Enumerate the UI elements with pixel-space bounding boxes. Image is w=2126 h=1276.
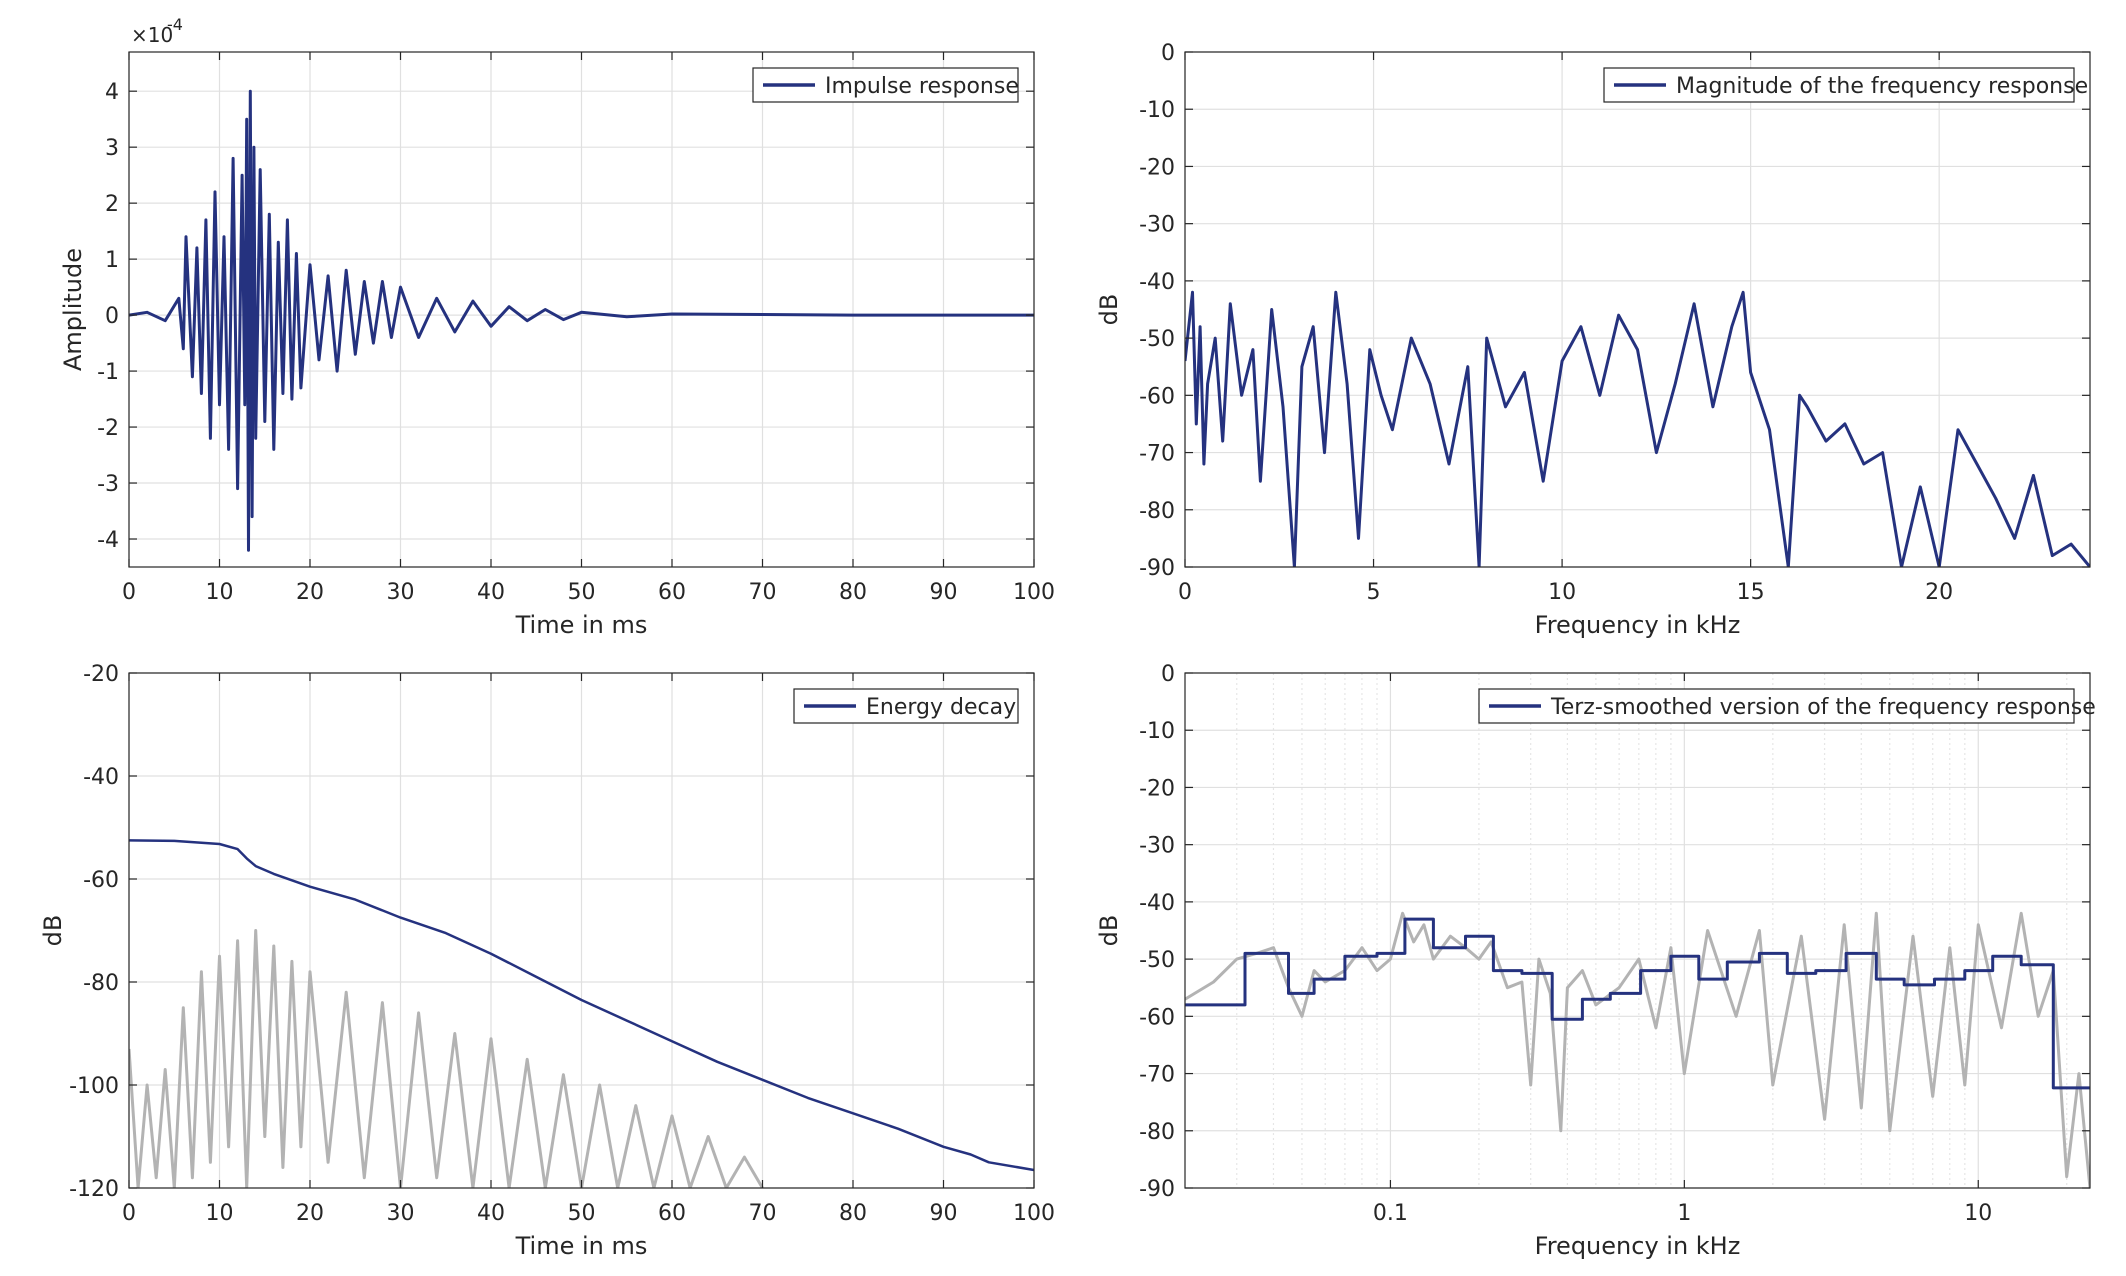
terz-xtick-label: 1 (1677, 1201, 1691, 1226)
impulse-series-line (129, 89, 1034, 552)
magnitude-ytick-label: 0 (1161, 41, 1175, 66)
impulse-ytick-label: -2 (97, 416, 119, 441)
magnitude-ytick-label: -10 (1139, 98, 1175, 123)
terz-legend-label: Terz-smoothed version of the frequency r… (1550, 695, 2096, 720)
decay-xtick-label: 80 (839, 1201, 867, 1226)
impulse-yaxis-label: Amplitude (59, 248, 87, 371)
terz-xtick-label: 10 (1964, 1201, 1992, 1226)
impulse-xtick-label: 60 (658, 580, 686, 605)
decay-ytick-label: -40 (83, 765, 119, 790)
magnitude-legend-label: Magnitude of the frequency response (1676, 74, 2088, 99)
magnitude-xtick-label: 15 (1737, 580, 1765, 605)
impulse-ytick-label: 1 (105, 248, 119, 273)
magnitude-axes-box (1184, 51, 2091, 568)
magnitude-xaxis-label: Frequency in kHz (1535, 611, 1741, 639)
magnitude-plot-area (1185, 52, 2090, 567)
terz-ytick-label: -90 (1139, 1177, 1175, 1202)
terz-series-line (1185, 917, 2090, 1090)
magnitude-xtick-label: 10 (1548, 580, 1576, 605)
decay-xtick-label: 10 (206, 1201, 234, 1226)
impulse-ytick-label: 0 (105, 304, 119, 329)
decay-ytick-label: -60 (83, 868, 119, 893)
terz-yaxis-label: dB (1095, 915, 1123, 947)
magnitude-ytick-label: -20 (1139, 155, 1175, 180)
decay-xtick-label: 40 (477, 1201, 505, 1226)
terz-plot-area (1185, 673, 2090, 1188)
terz-ytick-label: -20 (1139, 776, 1175, 801)
magnitude-ytick-label: -80 (1139, 499, 1175, 524)
impulse-xtick-label: 50 (568, 580, 596, 605)
decay-xtick-label: 100 (1013, 1201, 1055, 1226)
magnitude-ytick-label: -60 (1139, 384, 1175, 409)
terz-axes-box (1184, 672, 2091, 1189)
magnitude-response-chart: 0 5 10 15 20 0 -10 -20 -30 -40 -50 -60 -70 -80 -90 Freq… (1095, 41, 2091, 639)
magnitude-ytick-label: -90 (1139, 556, 1175, 581)
decay-ytick-label: -120 (69, 1177, 119, 1202)
decay-xtick-label: 0 (122, 1201, 136, 1226)
decay-xtick-label: 50 (568, 1201, 596, 1226)
magnitude-xtick-label: 0 (1178, 580, 1192, 605)
terz-ytick-label: -70 (1139, 1063, 1175, 1088)
terz-ytick-label: -10 (1139, 719, 1175, 744)
impulse-xaxis-label: Time in ms (515, 611, 648, 639)
impulse-xtick-label: 70 (749, 580, 777, 605)
decay-xtick-label: 70 (749, 1201, 777, 1226)
impulse-legend-label: Impulse response (825, 74, 1019, 99)
terz-ytick-label: 0 (1161, 662, 1175, 687)
magnitude-legend-box (1603, 67, 2075, 103)
magnitude-xtick-label: 20 (1925, 580, 1953, 605)
magnitude-xtick-label: 5 (1367, 580, 1381, 605)
impulse-xtick-label: 30 (387, 580, 415, 605)
magnitude-ytick-label: -40 (1139, 270, 1175, 295)
terz-ytick-label: -60 (1139, 1005, 1175, 1030)
impulse-xtick-label: 20 (296, 580, 324, 605)
magnitude-yaxis-label: dB (1095, 294, 1123, 326)
energy-decay-chart: 0 10 20 30 40 50 60 70 80 90 100 -20 -40 -60 -80 -100 -1… (39, 662, 1055, 1260)
decay-yaxis-label: dB (39, 915, 67, 947)
decay-ytick-label: -20 (83, 662, 119, 687)
impulse-ytick-label: 3 (105, 136, 119, 161)
terz-xtick-label: 0.1 (1373, 1201, 1408, 1226)
magnitude-ytick-label: -50 (1139, 327, 1175, 352)
terz-legend-box (1478, 688, 2075, 724)
terz-raw-series-line (1185, 911, 2090, 1188)
terz-ytick-label: -80 (1139, 1120, 1175, 1145)
impulse-ytick-label: 4 (105, 80, 119, 105)
decay-series-line (129, 839, 1034, 1172)
terz-xaxis-label: Frequency in kHz (1535, 1232, 1741, 1260)
impulse-ytick-label: -4 (97, 528, 119, 553)
impulse-xtick-label: 0 (122, 580, 136, 605)
magnitude-series-line (1185, 290, 2090, 567)
impulse-xtick-label: 80 (839, 580, 867, 605)
decay-legend-label: Energy decay (866, 695, 1016, 720)
decay-ytick-label: -80 (83, 971, 119, 996)
impulse-exponent-label: ×10 (131, 23, 173, 47)
impulse-ytick-label: 2 (105, 192, 119, 217)
decay-xtick-label: 30 (387, 1201, 415, 1226)
impulse-ytick-label: -3 (97, 472, 119, 497)
impulse-xtick-label: 10 (206, 580, 234, 605)
terz-smoothed-chart: 0.1 1 10 0 -10 -20 -30 -40 -50 -60 -70 -80 -90 Freque… (1095, 662, 2096, 1260)
terz-ytick-label: -30 (1139, 834, 1175, 859)
impulse-xtick-label: 40 (477, 580, 505, 605)
decay-xtick-label: 20 (296, 1201, 324, 1226)
magnitude-ytick-label: -70 (1139, 442, 1175, 467)
impulse-xtick-label: 90 (930, 580, 958, 605)
impulse-response-chart: 0 10 20 30 40 50 60 70 80 90 100 -4 -3 -2 -1 0 1 2 3 4 Time … (59, 15, 1055, 639)
magnitude-ytick-label: -30 (1139, 213, 1175, 238)
decay-xtick-label: 90 (930, 1201, 958, 1226)
impulse-xtick-label: 100 (1013, 580, 1055, 605)
decay-raw-series-line (129, 929, 764, 1188)
decay-ytick-label: -100 (69, 1074, 119, 1099)
decay-xtick-label: 60 (658, 1201, 686, 1226)
terz-ytick-label: -50 (1139, 948, 1175, 973)
impulse-ytick-label: -1 (97, 360, 119, 385)
impulse-exponent-power: -4 (167, 15, 183, 34)
terz-ytick-label: -40 (1139, 891, 1175, 916)
decay-xaxis-label: Time in ms (515, 1232, 648, 1260)
